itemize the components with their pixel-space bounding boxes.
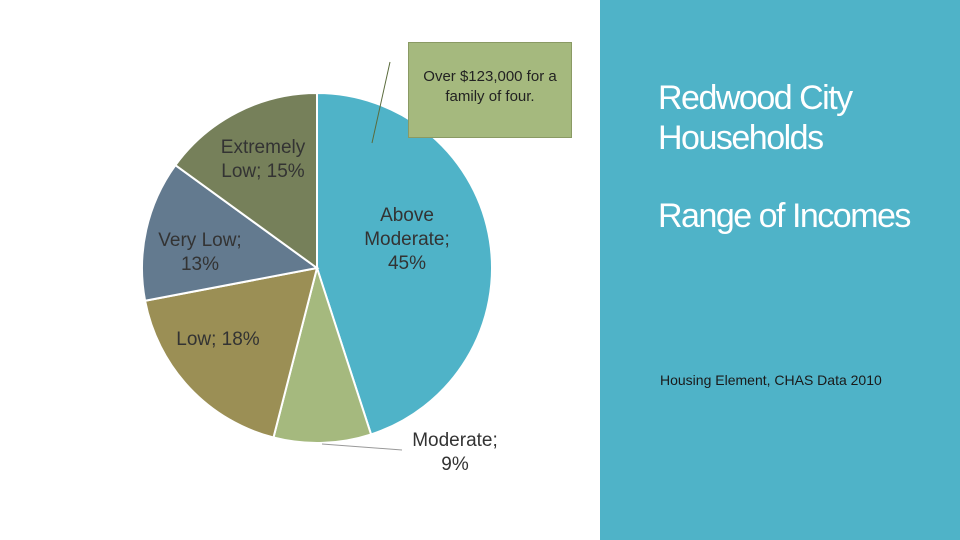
pie-slice: [141, 163, 320, 302]
annotation-box: Over $123,000 for a family of four.: [408, 42, 572, 138]
side-panel: [600, 0, 960, 540]
pie-slice: [143, 266, 319, 439]
data-label: Low; 18%: [176, 329, 260, 350]
leader-line: [371, 61, 391, 144]
data-label: Above Moderate; 45%: [364, 205, 450, 274]
data-label: Very Low; 13%: [158, 230, 242, 275]
data-label: Extremely Low; 15%: [220, 137, 306, 182]
pie-chart: [141, 61, 493, 451]
pie-slice: [316, 91, 493, 436]
data-label: Moderate; 9%: [412, 430, 498, 475]
leader-line: [321, 443, 403, 451]
pie-slice: [272, 264, 373, 444]
source: Housing Element, CHAS Data 2010: [660, 372, 882, 388]
subtitle: Range of Incomes: [658, 197, 911, 235]
title: Redwood City Households: [658, 79, 853, 157]
pie-slice: [174, 91, 318, 270]
